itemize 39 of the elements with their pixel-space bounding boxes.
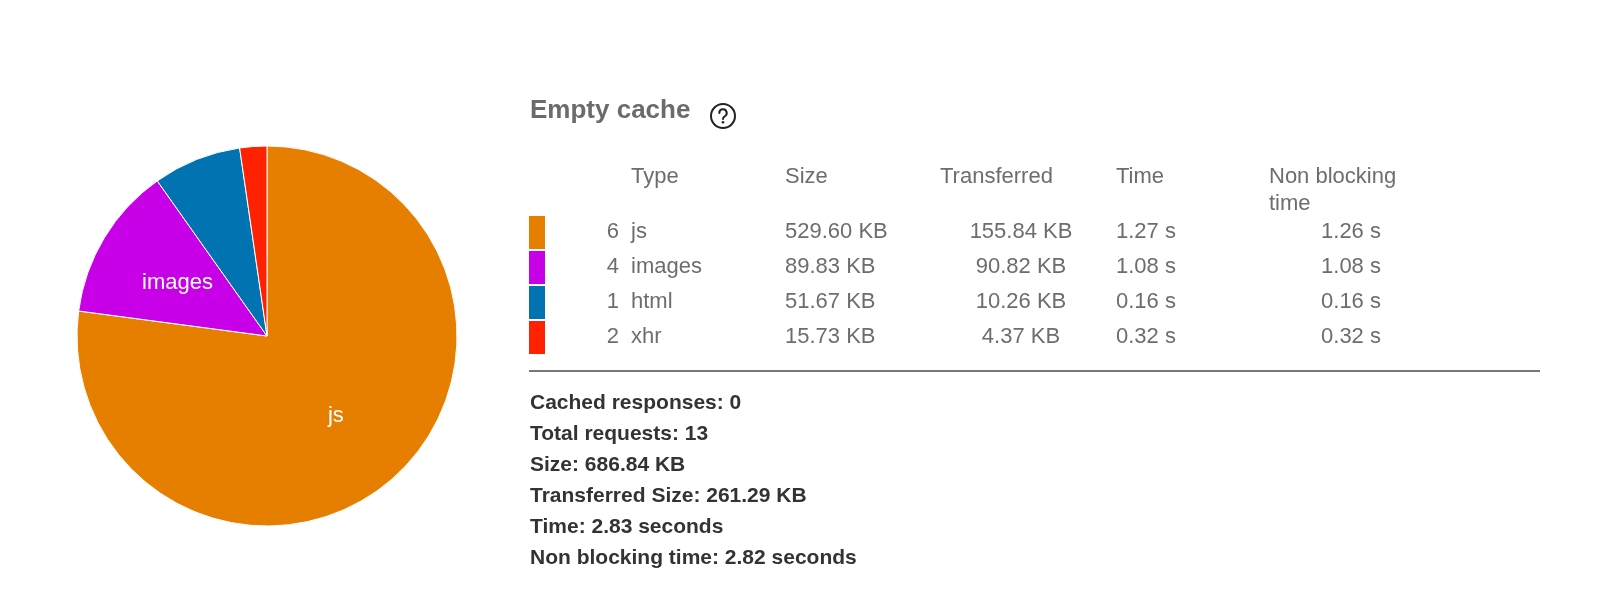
data-label: 0.32 s [1321, 323, 1381, 348]
data-label: 10.26 KB [975, 288, 1067, 313]
data-label: 4.37 KB [981, 323, 1061, 348]
slice-label: js [326, 402, 344, 428]
data-label: 2 [606, 323, 619, 348]
data-label: 0.32 s [1116, 323, 1176, 348]
data-label: 1.08 s [1321, 253, 1381, 278]
data-label: 0.16 s [1321, 288, 1381, 313]
data-label: 0.16 s [1116, 288, 1176, 313]
data-label: 89.83 KB [785, 253, 876, 278]
text: Size: 686.84 KB [530, 452, 686, 475]
data-label: 4 [606, 253, 619, 278]
pie-slice [76, 145, 458, 527]
data-label: 6 [606, 218, 619, 243]
category-label: js [631, 218, 647, 243]
data-label: 1.26 s [1321, 218, 1381, 243]
text: Transferred [940, 163, 1053, 188]
category-label: html [631, 288, 673, 313]
text: Type [631, 163, 679, 188]
category-label: images [631, 253, 702, 278]
data-label: 1 [606, 288, 619, 313]
data-label: 15.73 KB [785, 323, 876, 348]
data-label: 90.82 KB [975, 253, 1067, 278]
text: Size [785, 163, 828, 188]
data-label: 51.67 KB [785, 288, 876, 313]
text: Cached responses: 0 [530, 390, 742, 413]
data-label: 1.27 s [1116, 218, 1176, 243]
slice-label: images [142, 269, 214, 295]
text: Time [1116, 163, 1165, 188]
data-label: 155.84 KB [969, 218, 1073, 243]
data-label: 1.08 s [1116, 253, 1176, 278]
text: Non blocking time: 2.82 seconds [530, 545, 857, 568]
text: Non blocking time [1269, 163, 1397, 215]
data-label: 529.60 KB [785, 218, 888, 243]
text: Empty cache [530, 94, 691, 124]
text: Total requests: 13 [530, 421, 709, 444]
text: Transferred Size: 261.29 KB [530, 483, 807, 506]
category-label: xhr [631, 323, 662, 348]
text: Time: 2.83 seconds [530, 514, 724, 537]
